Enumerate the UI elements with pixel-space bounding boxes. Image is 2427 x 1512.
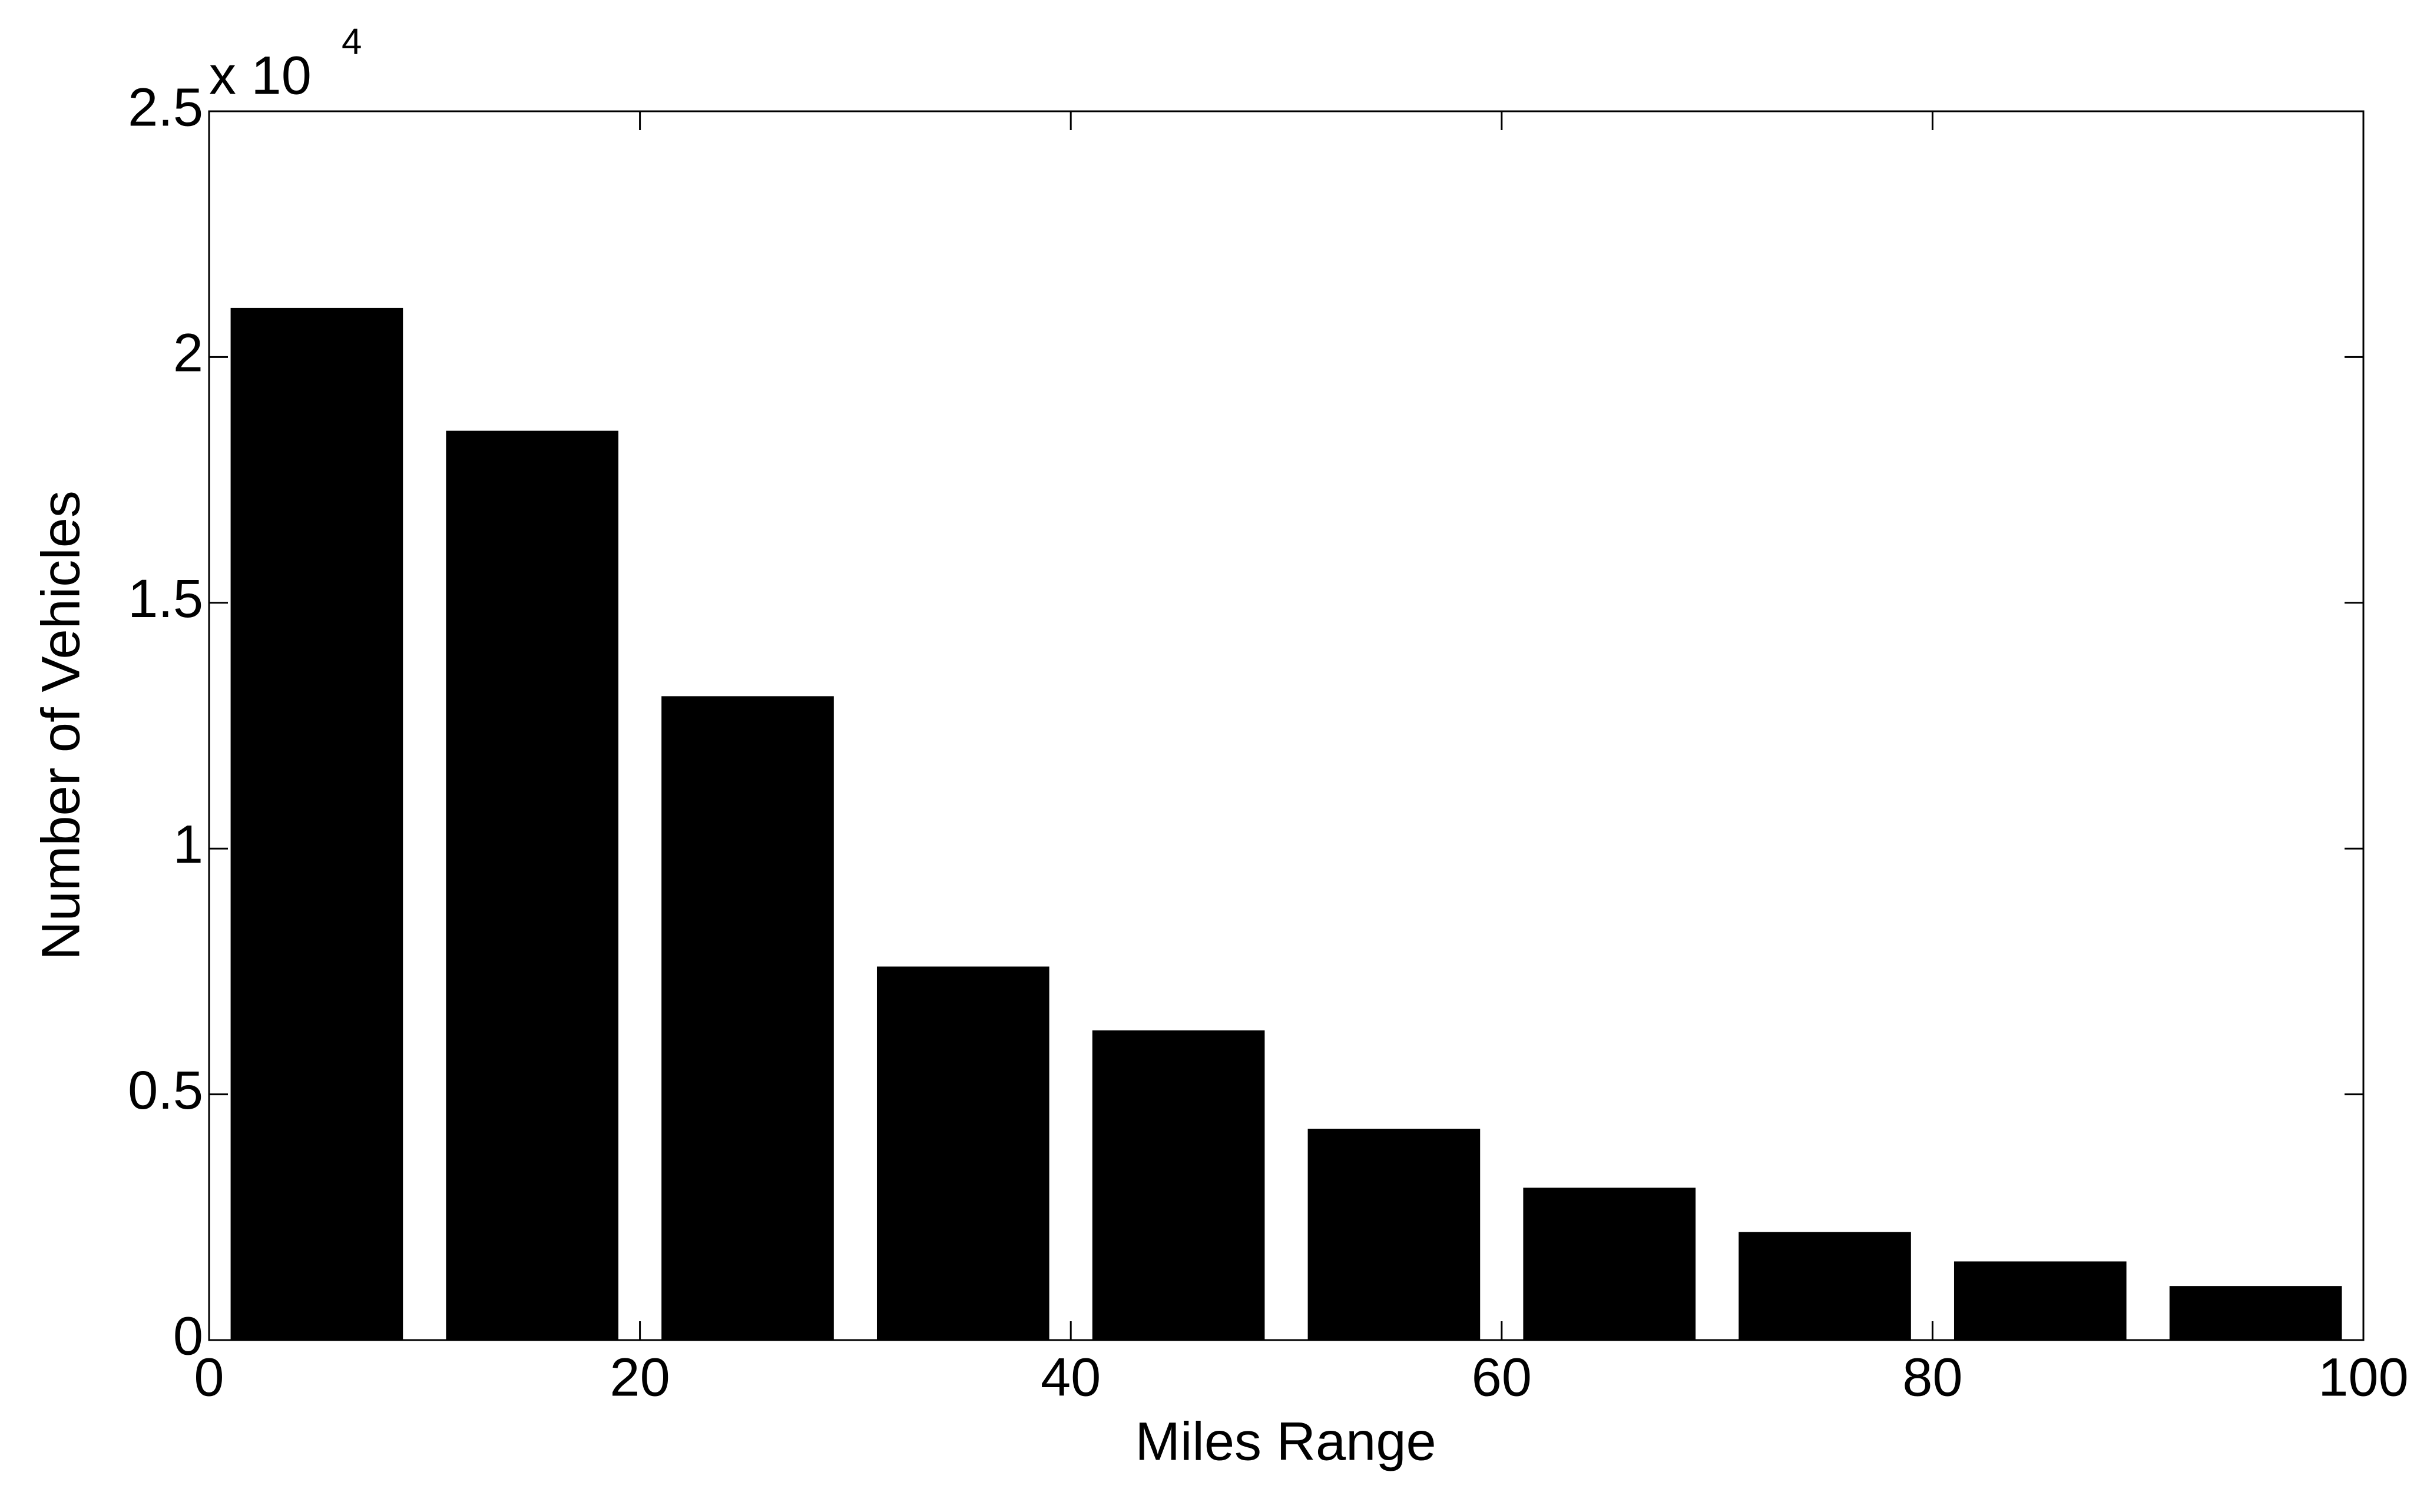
y-tick-label: 0 — [173, 1306, 203, 1366]
bar — [661, 696, 834, 1340]
bar — [1739, 1232, 1911, 1340]
bar — [1092, 1030, 1265, 1340]
x-tick-label: 40 — [1041, 1347, 1101, 1407]
x-axis-label: Miles Range — [1135, 1411, 1436, 1471]
bar — [876, 966, 1049, 1340]
y-tick-label: 1.5 — [128, 569, 203, 629]
y-multiplier-exponent: 4 — [342, 21, 362, 62]
y-tick-label: 2 — [173, 323, 203, 383]
y-multiplier: x 10 — [209, 45, 312, 105]
x-tick-label: 100 — [2318, 1347, 2409, 1407]
x-tick-label: 0 — [194, 1347, 224, 1407]
x-tick-label: 60 — [1472, 1347, 1532, 1407]
y-axis-label: Number of Vehicles — [31, 490, 91, 960]
bar — [1953, 1261, 2127, 1340]
bar — [1523, 1188, 1696, 1340]
bar — [2169, 1286, 2342, 1340]
y-tick-label: 1 — [173, 814, 203, 874]
bar — [1307, 1129, 1481, 1340]
y-tick-label: 2.5 — [128, 77, 203, 137]
x-tick-label: 80 — [1902, 1347, 1962, 1407]
plot-frame — [208, 110, 2365, 1341]
x-tick-label: 20 — [610, 1347, 670, 1407]
bar — [446, 430, 619, 1340]
bar — [230, 307, 403, 1341]
y-tick-label: 0.5 — [128, 1060, 203, 1120]
